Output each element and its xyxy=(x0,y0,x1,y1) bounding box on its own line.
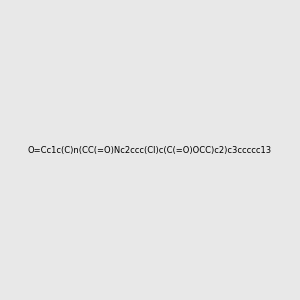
Text: O=Cc1c(C)n(CC(=O)Nc2ccc(Cl)c(C(=O)OCC)c2)c3ccccc13: O=Cc1c(C)n(CC(=O)Nc2ccc(Cl)c(C(=O)OCC)c2… xyxy=(28,146,272,154)
